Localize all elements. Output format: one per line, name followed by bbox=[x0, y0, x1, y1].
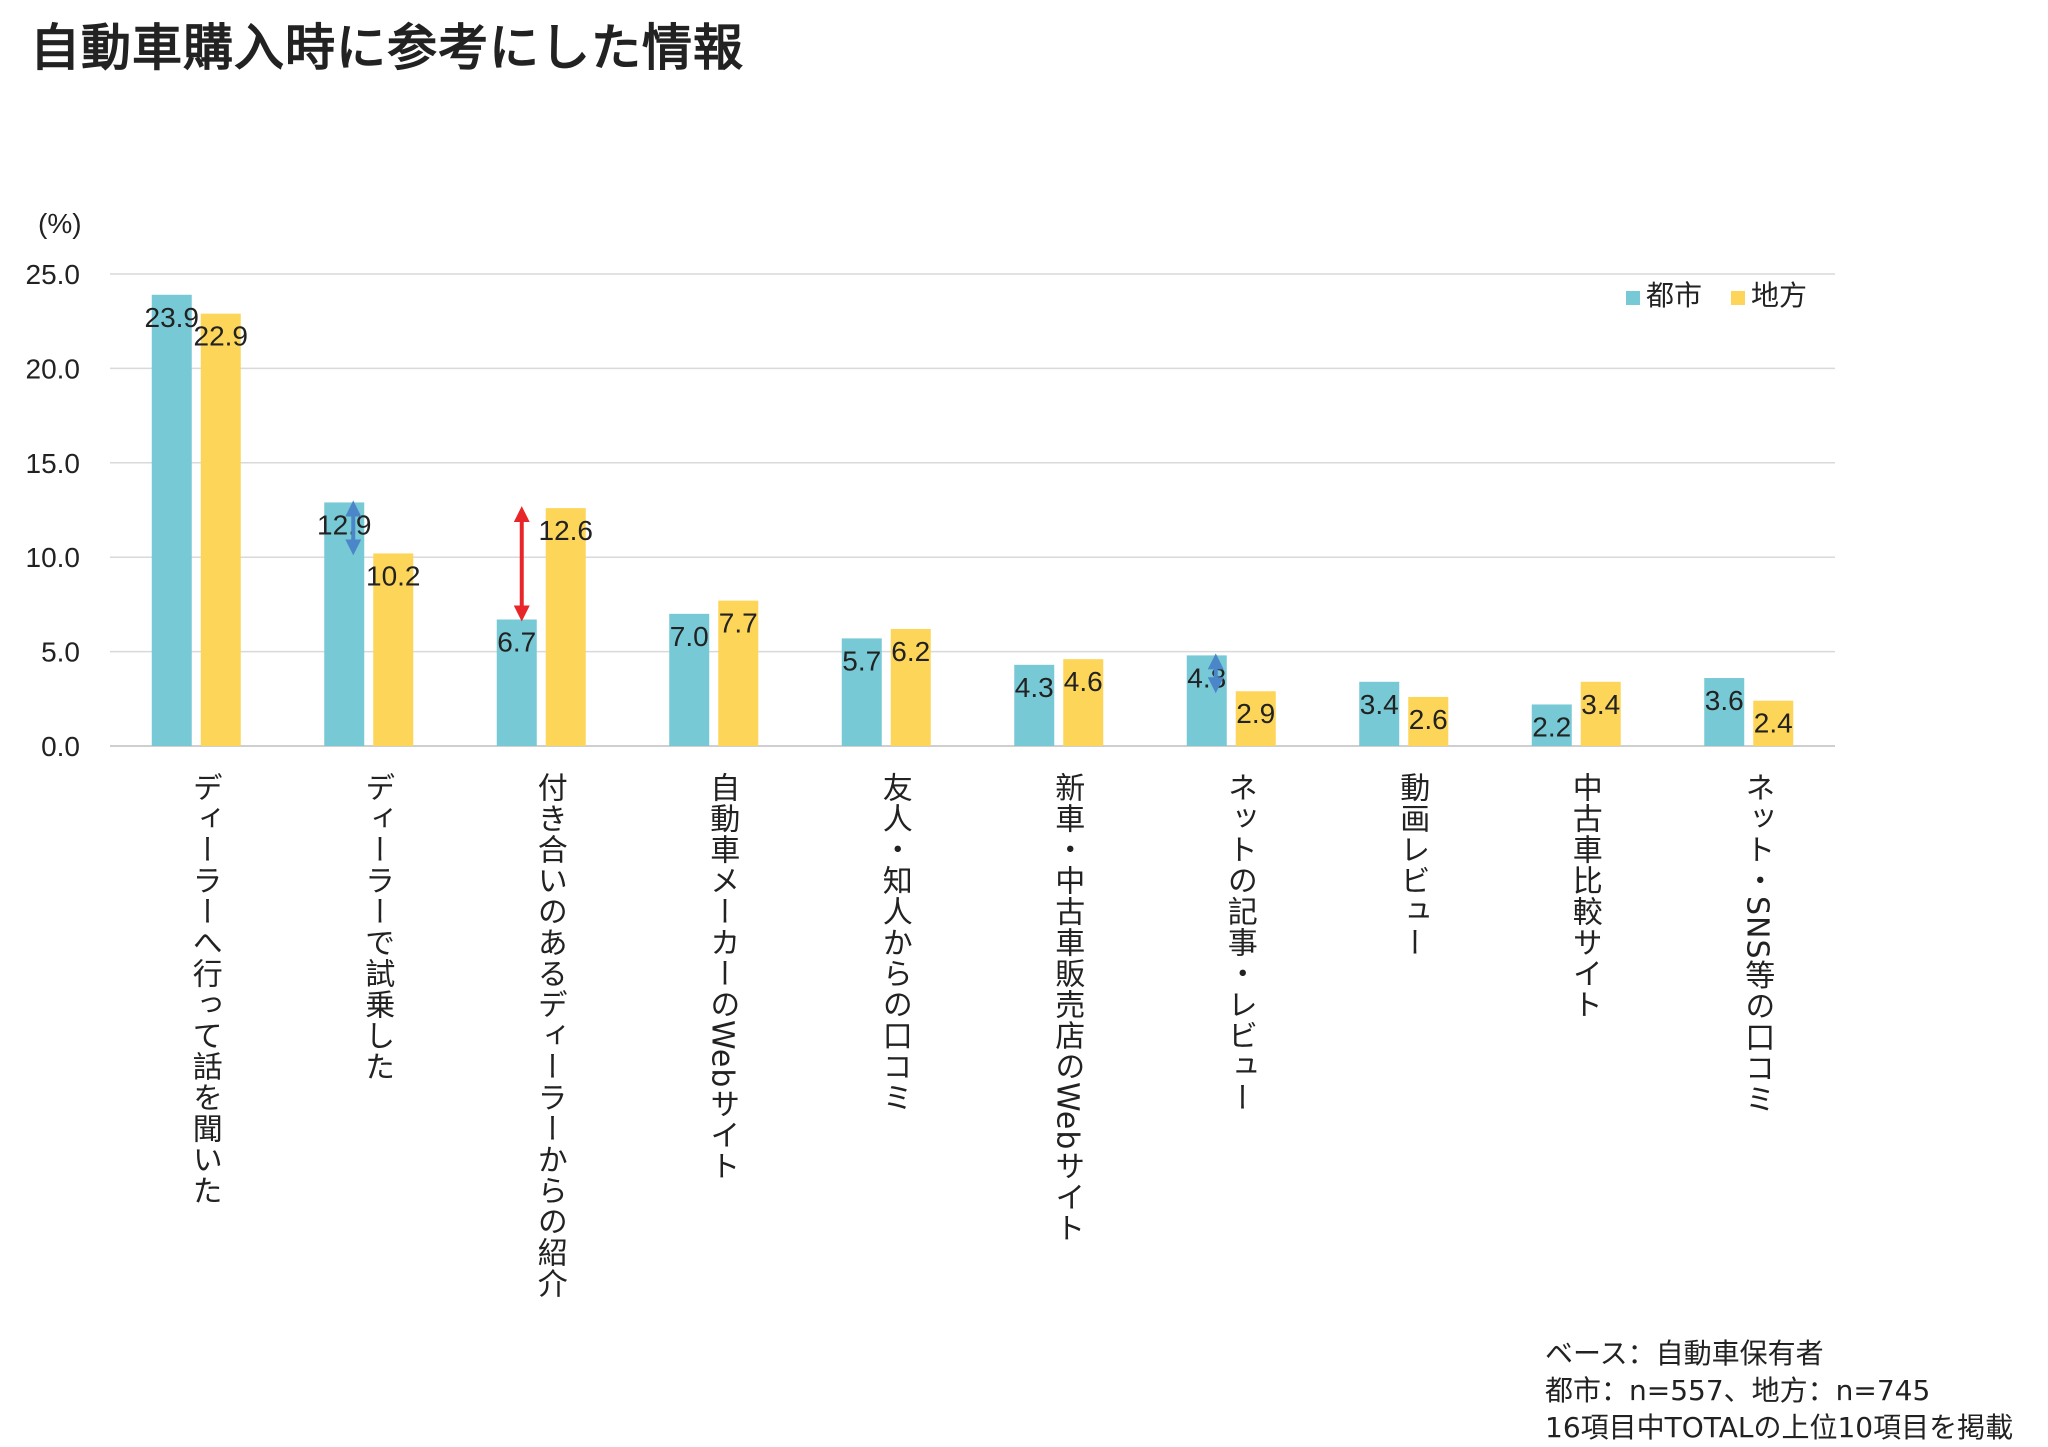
value-label-rural: 3.4 bbox=[1581, 689, 1620, 720]
footnote-base: ベース：自動車保有者 bbox=[1545, 1337, 1824, 1370]
value-label-rural: 10.2 bbox=[366, 560, 421, 591]
category-label: 友人・知人からの口コミ bbox=[877, 772, 913, 1113]
value-label-urban: 4.3 bbox=[1015, 672, 1054, 703]
value-label-rural: 22.9 bbox=[194, 321, 249, 352]
bar-rural bbox=[200, 313, 241, 746]
value-label-urban: 3.4 bbox=[1360, 689, 1399, 720]
bar-rural bbox=[890, 628, 931, 746]
legend-label-rural: 地方 bbox=[1751, 279, 1807, 312]
y-axis-unit: (%) bbox=[38, 208, 82, 239]
bar-rural bbox=[1753, 700, 1794, 746]
value-label-rural: 4.6 bbox=[1064, 666, 1103, 697]
footnote-sample-size: 都市：n=557、地方：n=745 bbox=[1545, 1374, 1931, 1407]
value-label-rural: 2.9 bbox=[1236, 698, 1275, 729]
legend-label-urban: 都市 bbox=[1646, 279, 1702, 312]
bar-rural bbox=[545, 508, 586, 746]
bar-urban bbox=[1704, 678, 1745, 746]
bar-urban bbox=[151, 294, 192, 746]
legend-swatch-urban bbox=[1626, 291, 1640, 305]
category-label: ディーラーへ行って話を聞いた bbox=[187, 772, 223, 1206]
value-label-urban: 2.2 bbox=[1532, 711, 1571, 742]
y-tick-label: 5.0 bbox=[41, 637, 80, 668]
value-label-rural: 12.6 bbox=[539, 515, 594, 546]
value-label-urban: 7.0 bbox=[670, 621, 709, 652]
value-label-urban: 12.9 bbox=[317, 509, 372, 540]
footnotes: ベース：自動車保有者 都市：n=557、地方：n=745 16項目中TOTALの… bbox=[1545, 1335, 2013, 1446]
bar-rural bbox=[1235, 691, 1276, 746]
bar-urban bbox=[669, 613, 710, 746]
y-tick-label: 10.0 bbox=[26, 542, 81, 573]
category-label: ネットの記事・レビュー bbox=[1222, 772, 1257, 1113]
bar-rural bbox=[1408, 696, 1449, 746]
bar-urban bbox=[1014, 664, 1055, 746]
value-label-urban: 6.7 bbox=[497, 627, 536, 658]
value-label-rural: 6.2 bbox=[891, 636, 930, 667]
value-label-urban: 4.8 bbox=[1187, 662, 1226, 693]
y-tick-label: 15.0 bbox=[26, 448, 81, 479]
value-label-rural: 2.6 bbox=[1409, 704, 1448, 735]
bar-rural bbox=[1063, 659, 1104, 746]
y-tick-label: 25.0 bbox=[26, 259, 81, 290]
category-label: 中古車比較サイト bbox=[1567, 772, 1602, 1020]
bar-rural bbox=[1580, 681, 1621, 746]
category-label: 新車・中古車販売店のWebサイト bbox=[1049, 772, 1085, 1243]
category-label: ディーラーで試乗した bbox=[359, 772, 394, 1082]
category-label: 動画レビュー bbox=[1394, 772, 1429, 958]
y-tick-label: 20.0 bbox=[26, 353, 81, 384]
category-label: 自動車メーカーのWebサイト bbox=[704, 772, 739, 1181]
category-label: ネット・SNS等の口コミ bbox=[1739, 772, 1775, 1115]
legend-swatch-rural bbox=[1731, 291, 1745, 305]
bar-rural bbox=[718, 600, 759, 746]
bar-urban bbox=[841, 638, 882, 746]
value-label-urban: 23.9 bbox=[145, 302, 200, 333]
value-label-rural: 2.4 bbox=[1754, 708, 1793, 739]
footnote-scope: 16項目中TOTALの上位10項目を掲載 bbox=[1545, 1411, 2014, 1444]
value-label-urban: 3.6 bbox=[1705, 685, 1744, 716]
chart-title: 自動車購入時に参考にした情報 bbox=[30, 19, 744, 77]
y-tick-label: 0.0 bbox=[41, 731, 80, 762]
value-label-urban: 5.7 bbox=[842, 645, 881, 676]
bar-urban bbox=[1359, 681, 1400, 746]
value-label-rural: 7.7 bbox=[719, 608, 758, 639]
category-label: 付き合いのあるディーラーからの紹介 bbox=[532, 772, 568, 1299]
bar-rural bbox=[373, 553, 414, 746]
bar-urban bbox=[496, 619, 537, 746]
bar-urban bbox=[1531, 704, 1572, 746]
